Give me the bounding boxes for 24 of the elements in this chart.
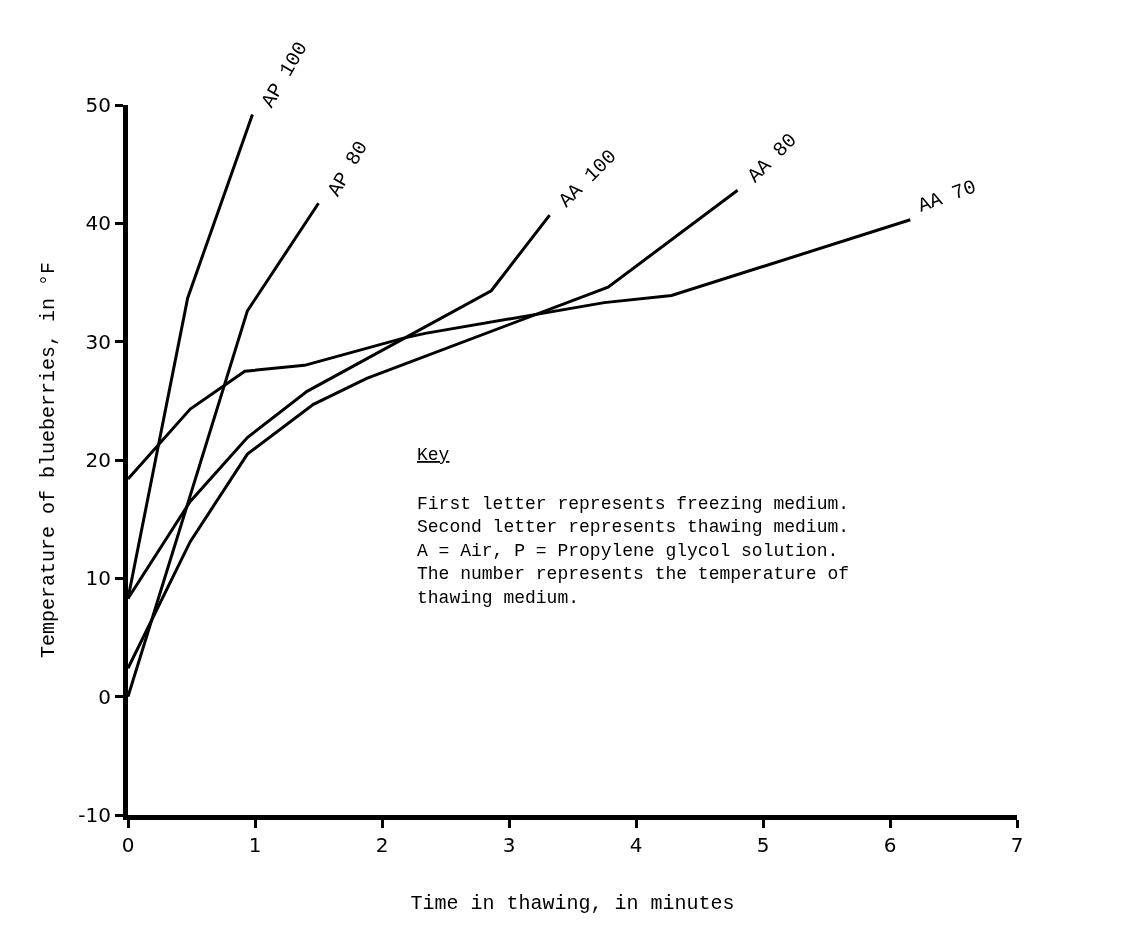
text: AA 80 bbox=[742, 128, 802, 188]
x-axis-title: Time in thawing, in minutes bbox=[410, 891, 735, 915]
x-tick-label: 5 bbox=[756, 833, 770, 857]
y-tick-label: 40 bbox=[85, 211, 111, 236]
x-tick-label: 6 bbox=[883, 833, 897, 857]
annotation: First letter represents freezing medium. Second letter represents thawing medium. A = Air, P = Propylene glycol solution. The number represents the temperature of thawing medium. bbox=[417, 494, 850, 608]
text: AP 80 bbox=[322, 137, 373, 201]
x-tick-label: 3 bbox=[502, 833, 516, 857]
x-tick-label: 4 bbox=[629, 833, 643, 857]
y-tick-label: 50 bbox=[85, 93, 111, 117]
text: AA 70 bbox=[915, 175, 980, 218]
x-tick-label: 2 bbox=[375, 833, 389, 857]
x-tick-label: 7 bbox=[1010, 833, 1024, 857]
text: AA 100 bbox=[554, 144, 622, 213]
x-tick-label: 0 bbox=[121, 833, 135, 857]
y-tick-label: -10 bbox=[78, 803, 111, 827]
annotation: Key bbox=[417, 445, 450, 465]
y-tick-label: 30 bbox=[85, 329, 111, 354]
text: AP 100 bbox=[256, 37, 313, 112]
y-tick-label: 0 bbox=[98, 684, 111, 709]
y-axis-title: Temperature of blueberries, in °F bbox=[36, 261, 60, 659]
y-tick-label: 10 bbox=[85, 566, 111, 591]
y-tick-label: 20 bbox=[85, 448, 111, 472]
x-tick-label: 1 bbox=[248, 833, 262, 857]
